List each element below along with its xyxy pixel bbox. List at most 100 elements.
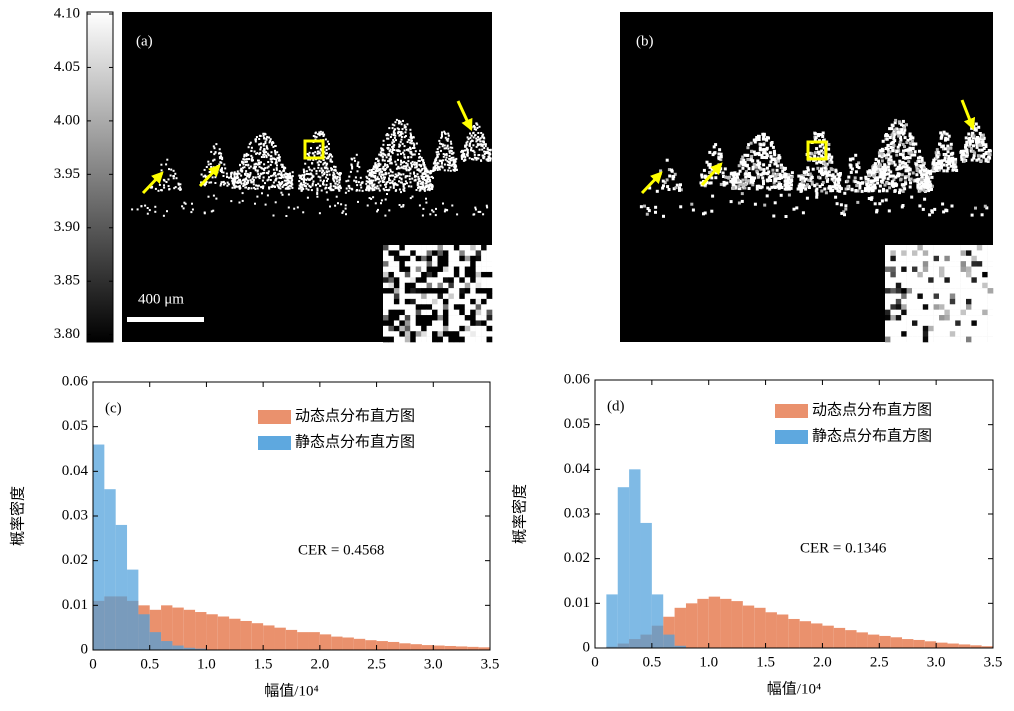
speckle (248, 176, 250, 178)
speckle (220, 153, 222, 155)
speckle (204, 212, 206, 214)
speckle (815, 188, 818, 191)
inset-pixel (448, 272, 454, 278)
speckle (469, 157, 471, 159)
speckle (275, 179, 277, 181)
inset-pixel (928, 299, 934, 305)
speckle (486, 158, 488, 160)
speckle (256, 196, 258, 198)
inset-pixel (443, 326, 449, 332)
speckle (255, 141, 257, 143)
inset-pixel (961, 326, 967, 332)
inset-pixel (977, 256, 983, 262)
inset-pixel (988, 245, 994, 251)
speckle (712, 153, 715, 156)
speckle (241, 169, 243, 171)
speckle (288, 207, 290, 209)
inset-pixel (399, 277, 405, 283)
speckle (473, 136, 475, 138)
inset-pixel (939, 294, 945, 300)
speckle (298, 180, 300, 182)
speckle (280, 164, 282, 166)
speckle (247, 154, 249, 156)
speckle (902, 154, 905, 157)
inset-pixel (459, 283, 465, 289)
speckle (984, 143, 987, 146)
speckle (479, 126, 481, 128)
inset-pixel (944, 320, 950, 326)
speckle (317, 183, 319, 185)
histogram-bar (274, 628, 285, 650)
speckle (788, 194, 791, 197)
inset-pixel (934, 267, 940, 273)
speckle (404, 157, 406, 159)
speckle (405, 176, 407, 178)
speckle (387, 147, 389, 149)
speckle (313, 155, 315, 157)
inset-pixel (917, 250, 923, 256)
inset-pixel (977, 299, 983, 305)
speckle (337, 202, 339, 204)
speckle (144, 205, 146, 207)
speckle (896, 167, 899, 170)
speckle (218, 153, 220, 155)
speckle (329, 206, 331, 208)
speckle (972, 157, 975, 160)
speckle (855, 184, 858, 187)
speckle (282, 194, 284, 196)
speckle (926, 177, 929, 180)
inset-pixel (977, 261, 983, 267)
speckle (954, 166, 957, 169)
speckle (273, 215, 275, 217)
speckle (418, 153, 420, 155)
speckle (212, 176, 214, 178)
inset-pixel (988, 261, 994, 267)
speckle (406, 123, 408, 125)
speckle (965, 155, 968, 158)
inset-pixel (470, 267, 476, 273)
speckle (368, 190, 370, 192)
inset-pixel (438, 299, 444, 305)
speckle (393, 187, 395, 189)
histogram-bar (365, 640, 376, 650)
speckle (912, 172, 915, 175)
speckle (900, 128, 903, 131)
inset-pixel (950, 326, 956, 332)
inset-pixel (394, 283, 400, 289)
speckle (360, 187, 362, 189)
inset-pixel (427, 267, 433, 273)
speckle (898, 191, 901, 194)
inset-pixel (399, 315, 405, 321)
speckle (444, 164, 446, 166)
speckle (280, 174, 282, 176)
speckle (324, 188, 326, 190)
inset-pixel (982, 245, 988, 251)
inset-pixel (885, 294, 891, 300)
speckle (154, 211, 156, 213)
speckle (944, 137, 947, 140)
speckle (362, 190, 364, 192)
inset-pixel (487, 261, 493, 267)
inset-pixel (405, 310, 411, 316)
speckle (666, 178, 669, 181)
inset-pixel (971, 299, 977, 305)
histogram-bar (388, 642, 399, 650)
speckle (824, 170, 827, 173)
speckle (947, 161, 950, 164)
speckle (880, 149, 883, 152)
speckle (131, 208, 133, 210)
inset-pixel (388, 326, 394, 332)
speckle (983, 147, 986, 150)
speckle (714, 176, 717, 179)
speckle (393, 144, 395, 146)
inset-pixel (438, 304, 444, 310)
inset-pixel (950, 315, 956, 321)
speckle (375, 166, 377, 168)
speckle (348, 190, 350, 192)
speckle (395, 183, 397, 185)
speckle (470, 141, 472, 143)
speckle (215, 198, 217, 200)
speckle (939, 131, 942, 134)
inset-pixel (427, 315, 433, 321)
speckle (904, 182, 907, 185)
